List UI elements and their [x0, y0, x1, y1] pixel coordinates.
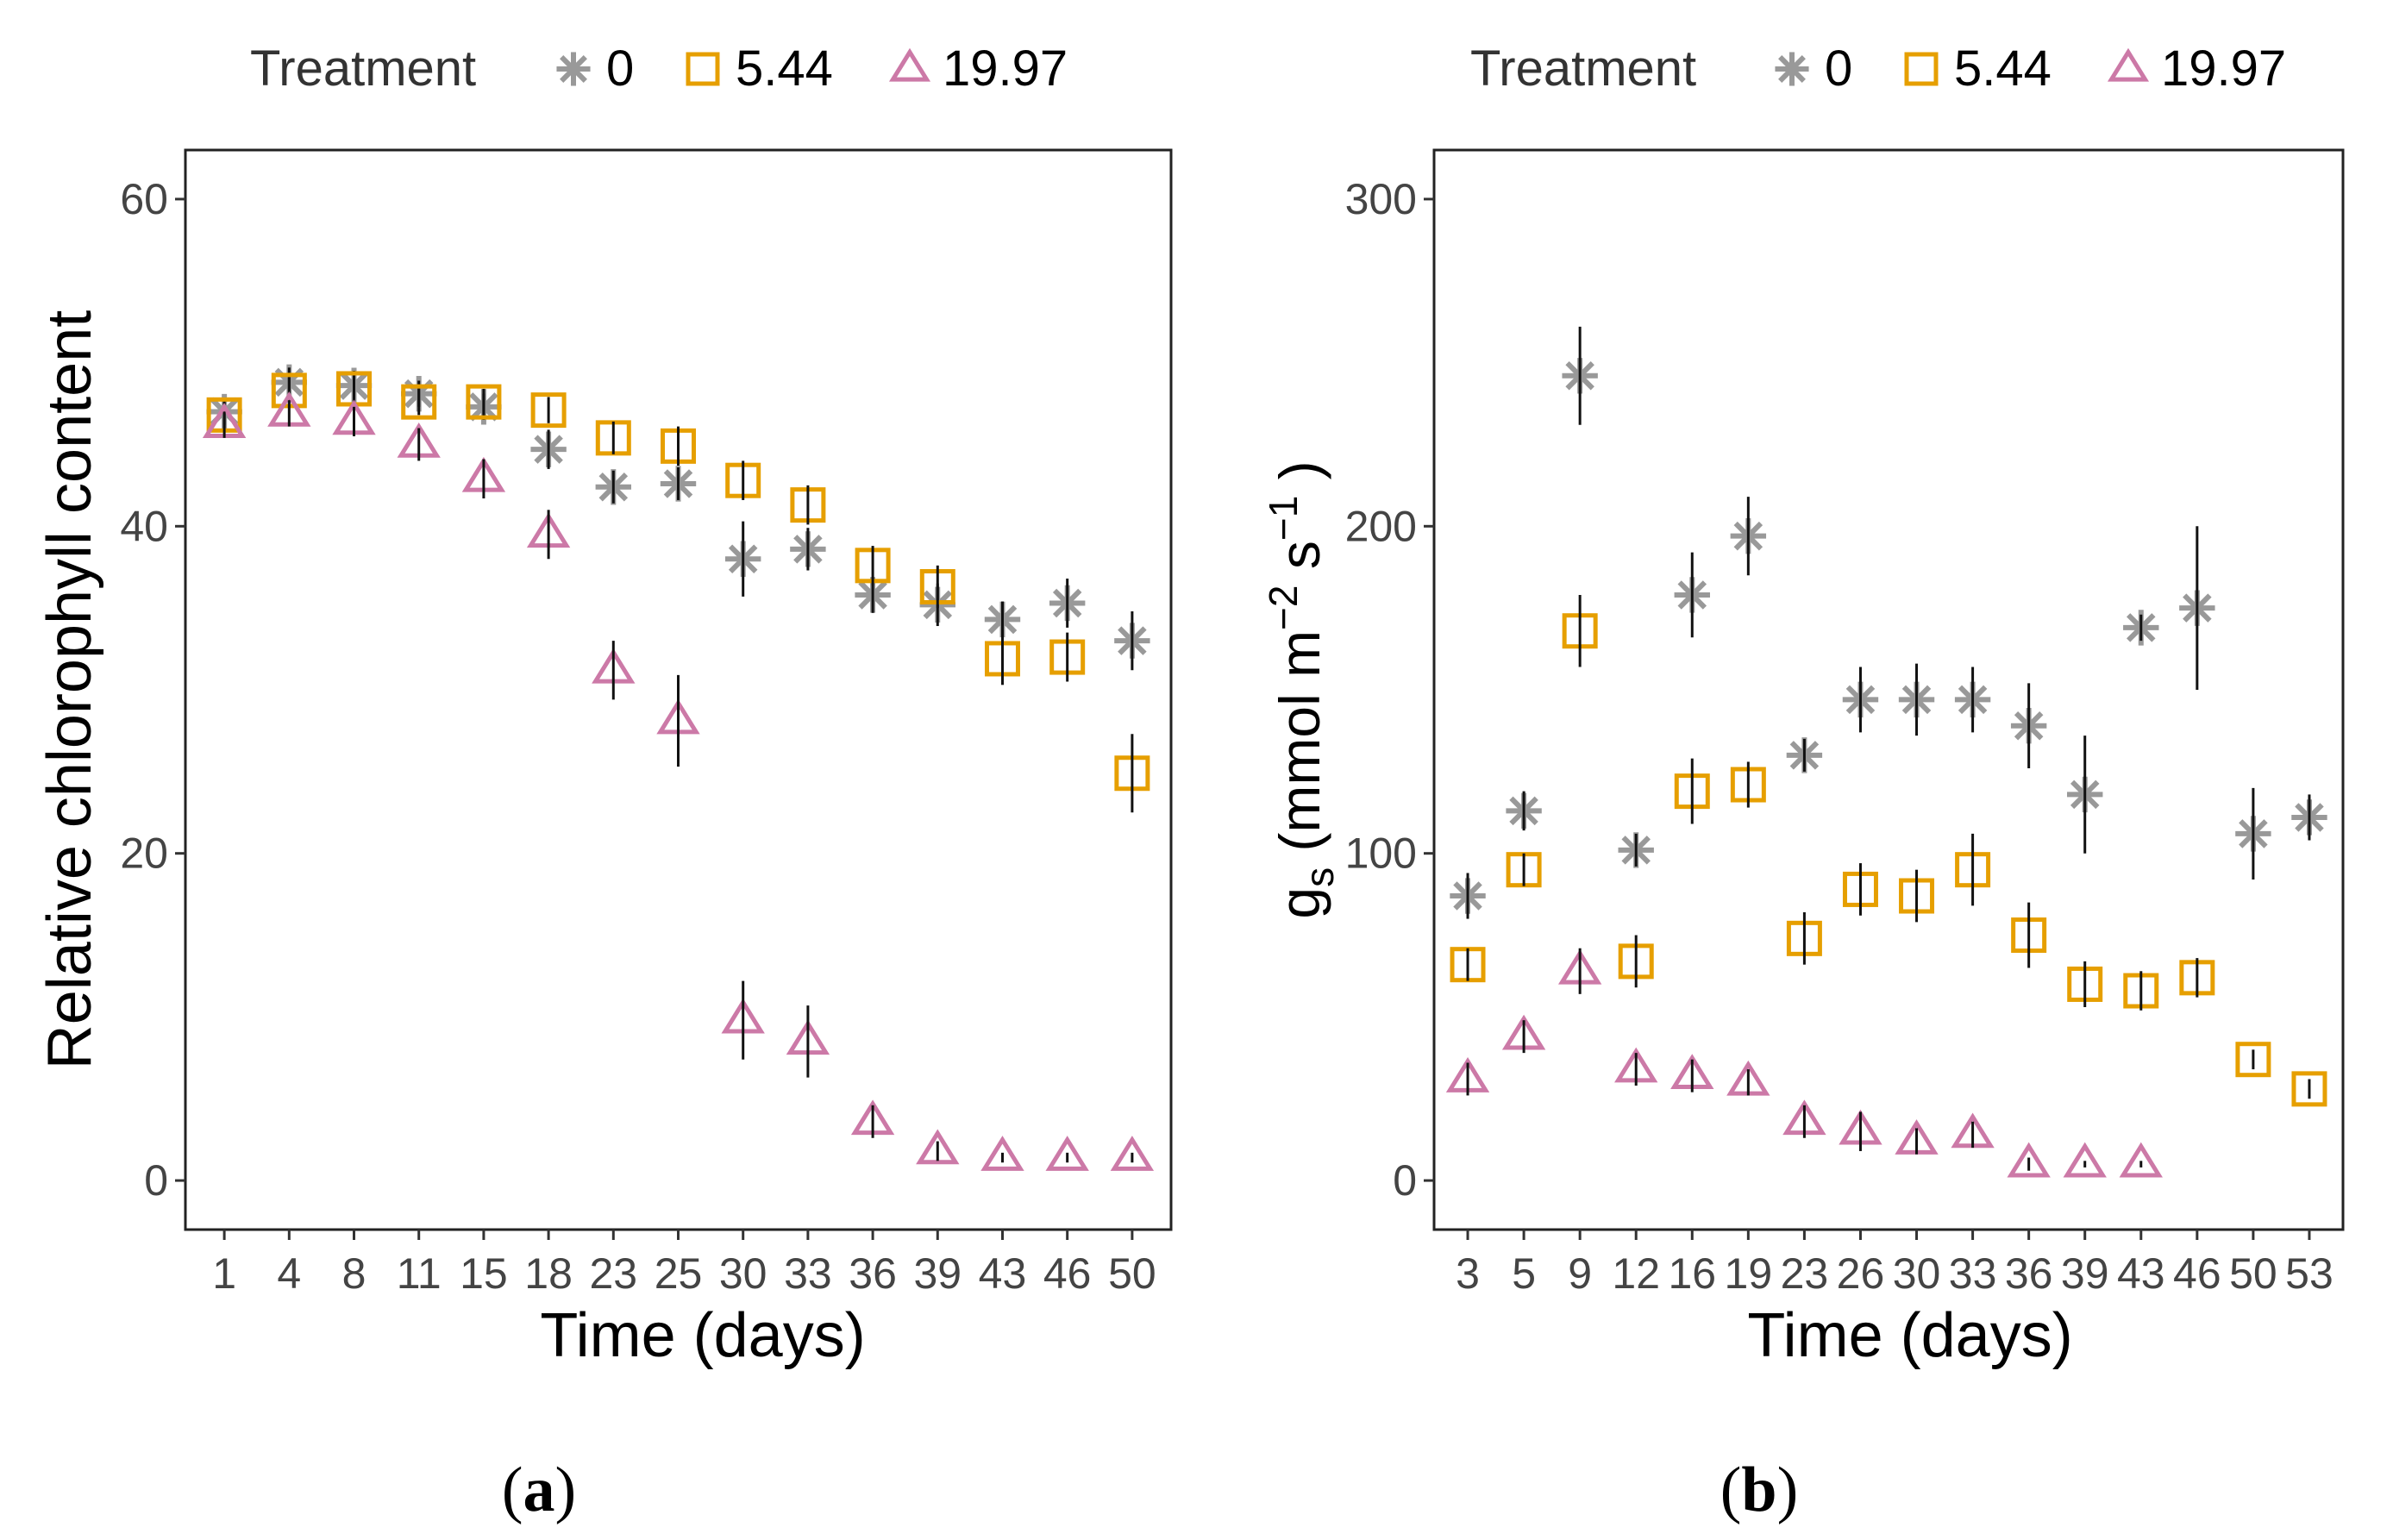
y-tick-label-a-0: 0 — [144, 1156, 168, 1205]
x-tick-label-a-11: 39 — [913, 1249, 962, 1298]
legend-title-b: Treatment — [1470, 41, 1696, 97]
x-tick-label-a-1: 4 — [277, 1249, 301, 1298]
legend-key-b-2 — [2107, 47, 2150, 82]
legend-label-b-2: 19.97 — [2161, 41, 2286, 97]
x-tick-label-b-6: 23 — [1781, 1249, 1829, 1298]
x-tick-label-b-15: 53 — [2285, 1249, 2333, 1298]
x-tick-label-a-2: 8 — [342, 1249, 366, 1298]
y-axis-title-b-s: s — [1268, 541, 1331, 585]
panel-caption-letter-b: b — [1741, 1455, 1776, 1525]
x-tick-label-a-4: 15 — [460, 1249, 508, 1298]
x-axis-title-b: Time (days) — [1747, 1301, 2072, 1370]
point-a-s1-5 — [530, 392, 567, 429]
panel-caption-letter-a: a — [523, 1455, 555, 1525]
x-tick-label-b-10: 36 — [2005, 1249, 2053, 1298]
y-axis-a: 0 20 40 60 — [120, 175, 185, 1205]
x-tick-label-b-11: 39 — [2061, 1249, 2109, 1298]
point-a-s1-3 — [401, 384, 437, 420]
x-tick-label-a-12: 43 — [979, 1249, 1027, 1298]
panel-a: Treatment 0 5.44 19.97 0 20 40 60 1 4 8 11 15 18 23… — [35, 41, 1173, 1525]
y-axis-title-b-main: g — [1268, 887, 1331, 919]
legend-key-a-1 — [686, 52, 720, 86]
y-axis-title-b-unit: (mmol m — [1268, 630, 1331, 867]
y-tick-label-b-2: 200 — [1345, 502, 1417, 550]
point-a-s2-11 — [916, 1129, 960, 1165]
x-tick-label-a-3: 11 — [397, 1249, 442, 1298]
y-axis-title-a: Relative chlorophyll content — [35, 310, 104, 1070]
legend-b: Treatment 0 5.44 19.97 — [1470, 41, 2286, 97]
point-b-s1-14 — [2235, 1042, 2271, 1078]
y-axis-title-b-sup2: −1 — [1261, 496, 1306, 541]
y-tick-label-b-3: 300 — [1345, 175, 1417, 223]
y-axis-title-b-sup1: −2 — [1261, 585, 1306, 629]
data-points-b — [1445, 326, 2327, 1178]
x-axis-b: 3 5 9 12 16 19 23 26 30 33 36 39 43 46 50 53 — [1456, 1230, 2333, 1298]
panel-caption-b: (b) — [1720, 1455, 1798, 1525]
y-tick-label-a-2: 40 — [120, 502, 168, 550]
point-b-s2-11 — [2063, 1142, 2107, 1178]
legend-label-b-1: 5.44 — [1954, 41, 2052, 97]
y-tick-label-b-1: 100 — [1345, 829, 1417, 878]
legend-label-a-0: 0 — [606, 41, 634, 97]
x-tick-label-a-10: 36 — [849, 1249, 897, 1298]
point-a-s1-4 — [466, 384, 502, 420]
x-tick-label-b-7: 26 — [1837, 1249, 1885, 1298]
x-tick-label-b-4: 16 — [1668, 1249, 1716, 1298]
point-a-s2-14 — [1110, 1136, 1155, 1171]
y-tick-label-a-1: 20 — [120, 829, 168, 878]
x-axis-a: 1 4 8 11 15 18 23 25 30 33 36 39 43 46 50 — [212, 1230, 1156, 1298]
panel-caption-a: (a) — [502, 1455, 576, 1525]
legend-key-b-1 — [1904, 52, 1939, 86]
x-tick-label-b-5: 19 — [1725, 1249, 1773, 1298]
point-a-s2-12 — [980, 1136, 1024, 1171]
x-tick-label-b-3: 12 — [1612, 1249, 1660, 1298]
x-tick-label-a-6: 23 — [589, 1249, 637, 1298]
y-axis-title-b-close: ) — [1268, 460, 1331, 495]
x-tick-label-b-12: 43 — [2117, 1249, 2165, 1298]
legend-key-b-0 — [1775, 52, 1809, 86]
y-axis-title-b-sub: s — [1297, 867, 1342, 887]
x-tick-label-a-13: 46 — [1043, 1249, 1092, 1298]
y-axis-title-b: gs (mmol m−2 s−1 ) — [1261, 460, 1342, 918]
panel-b: Treatment 0 5.44 19.97 0 100 200 300 3 5 9 12 16 1… — [1261, 41, 2345, 1525]
y-axis-b: 0 100 200 300 — [1345, 175, 1434, 1205]
x-axis-title-a: Time (days) — [540, 1301, 865, 1370]
x-tick-label-b-2: 9 — [1568, 1249, 1592, 1298]
legend-label-b-0: 0 — [1825, 41, 1852, 97]
x-tick-label-b-14: 50 — [2229, 1249, 2277, 1298]
legend-label-a-1: 5.44 — [736, 41, 833, 97]
x-tick-label-a-0: 1 — [212, 1249, 236, 1298]
legend-label-a-2: 19.97 — [943, 41, 1068, 97]
x-tick-label-a-9: 33 — [784, 1249, 832, 1298]
x-tick-label-b-13: 46 — [2173, 1249, 2221, 1298]
legend-key-a-0 — [556, 52, 591, 86]
x-tick-label-a-14: 50 — [1108, 1249, 1156, 1298]
x-tick-label-a-8: 30 — [719, 1249, 767, 1298]
point-a-s2-13 — [1045, 1136, 1089, 1171]
x-tick-label-a-5: 18 — [524, 1249, 573, 1298]
point-b-s1-15 — [2291, 1071, 2327, 1107]
legend-a: Treatment 0 5.44 19.97 — [250, 41, 1068, 97]
plot-frame-b — [1432, 148, 2345, 1231]
y-tick-label-a-3: 60 — [120, 175, 168, 223]
point-b-s2-10 — [2007, 1142, 2051, 1178]
x-tick-label-b-9: 33 — [1949, 1249, 1997, 1298]
legend-key-a-2 — [888, 47, 931, 82]
x-tick-label-a-7: 25 — [655, 1249, 703, 1298]
x-tick-label-b-0: 3 — [1456, 1249, 1480, 1298]
y-tick-label-b-0: 0 — [1393, 1156, 1417, 1205]
point-b-s2-12 — [2119, 1142, 2163, 1178]
x-tick-label-b-8: 30 — [1893, 1249, 1941, 1298]
x-tick-label-b-1: 5 — [1512, 1249, 1536, 1298]
data-points-a — [202, 364, 1155, 1171]
legend-title-a: Treatment — [250, 41, 476, 97]
